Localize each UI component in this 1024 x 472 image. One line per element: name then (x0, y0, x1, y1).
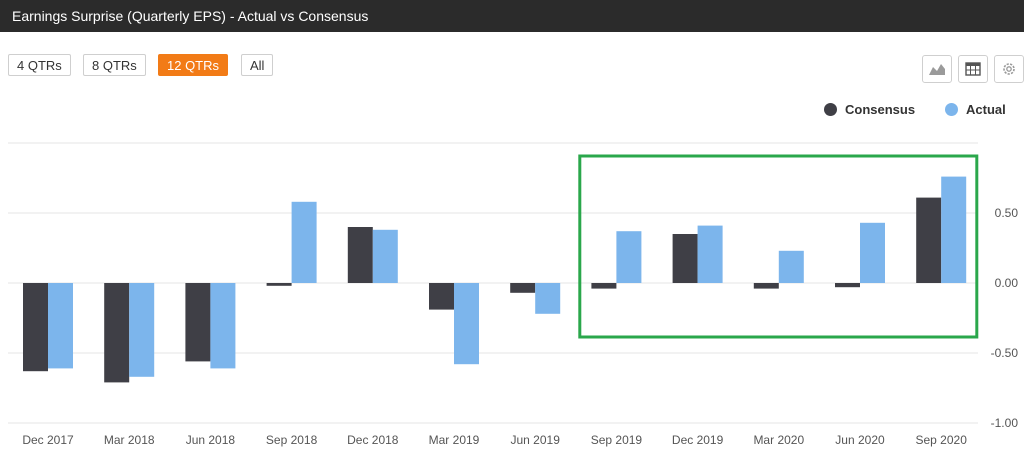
bar-consensus (510, 283, 536, 293)
bar-actual (697, 225, 723, 283)
bar-actual (860, 222, 885, 283)
range-8-qtrs-button[interactable]: 8 QTRs (83, 54, 146, 76)
bar-consensus (916, 197, 942, 283)
x-tick-label: Mar 2020 (753, 433, 804, 447)
bar-actual (778, 250, 804, 283)
x-tick-label: Sep 2019 (591, 433, 643, 447)
bar-actual (129, 283, 155, 377)
area-chart-button[interactable] (922, 55, 952, 83)
x-tick-label: Sep 2018 (266, 433, 318, 447)
x-tick-label: Dec 2018 (347, 433, 399, 447)
page-title: Earnings Surprise (Quarterly EPS) - Actu… (12, 8, 369, 24)
bar-consensus (835, 283, 860, 288)
legend-consensus-dot (824, 102, 837, 116)
bar-actual (372, 229, 398, 283)
legend-item-actual[interactable]: Actual (945, 100, 1006, 118)
table-view-button[interactable] (958, 55, 988, 83)
range-4-qtrs-button[interactable]: 4 QTRs (8, 54, 71, 76)
bar-consensus (23, 283, 48, 372)
x-tick-label: Mar 2018 (104, 433, 155, 447)
range-all-button[interactable]: All (241, 54, 274, 76)
x-tick-label: Sep 2020 (916, 433, 968, 447)
range-12-qtrs-button[interactable]: 12 QTRs (158, 54, 229, 76)
bar-actual (291, 201, 317, 283)
bar-consensus (266, 283, 292, 286)
y-tick-label: 0.00 (995, 276, 1019, 290)
legend-item-consensus[interactable]: Consensus (824, 100, 915, 118)
bar-consensus (104, 283, 130, 383)
bar-actual (454, 283, 479, 365)
x-tick-label: Dec 2019 (672, 433, 724, 447)
bar-actual (210, 283, 236, 369)
area-chart-icon (929, 64, 945, 75)
chart-header: Earnings Surprise (Quarterly EPS) - Actu… (0, 0, 1024, 32)
legend-actual-dot (945, 102, 958, 116)
legend-consensus-label: Consensus (845, 101, 916, 117)
bar-consensus (429, 283, 454, 310)
x-tick-label: Jun 2020 (835, 433, 885, 447)
bar-consensus (753, 283, 779, 289)
x-tick-label: Jun 2018 (186, 433, 236, 447)
bar-actual (48, 283, 73, 369)
y-tick-label: -1.00 (991, 416, 1019, 430)
highlight-box (578, 154, 979, 339)
legend-actual-label: Actual (966, 101, 1006, 117)
table-icon (965, 62, 981, 76)
bar-consensus (347, 227, 373, 283)
bar-actual (616, 231, 642, 283)
y-tick-label: 0.50 (995, 206, 1019, 220)
bar-consensus (672, 234, 698, 283)
x-tick-label: Jun 2019 (511, 433, 561, 447)
x-tick-label: Mar 2019 (429, 433, 480, 447)
bar-actual (941, 176, 967, 283)
bar-actual (535, 283, 561, 314)
y-tick-label: -0.50 (991, 346, 1019, 360)
gear-icon (1003, 63, 1015, 75)
bar-consensus (185, 283, 211, 362)
bar-consensus (591, 283, 617, 289)
x-tick-label: Dec 2017 (22, 433, 74, 447)
